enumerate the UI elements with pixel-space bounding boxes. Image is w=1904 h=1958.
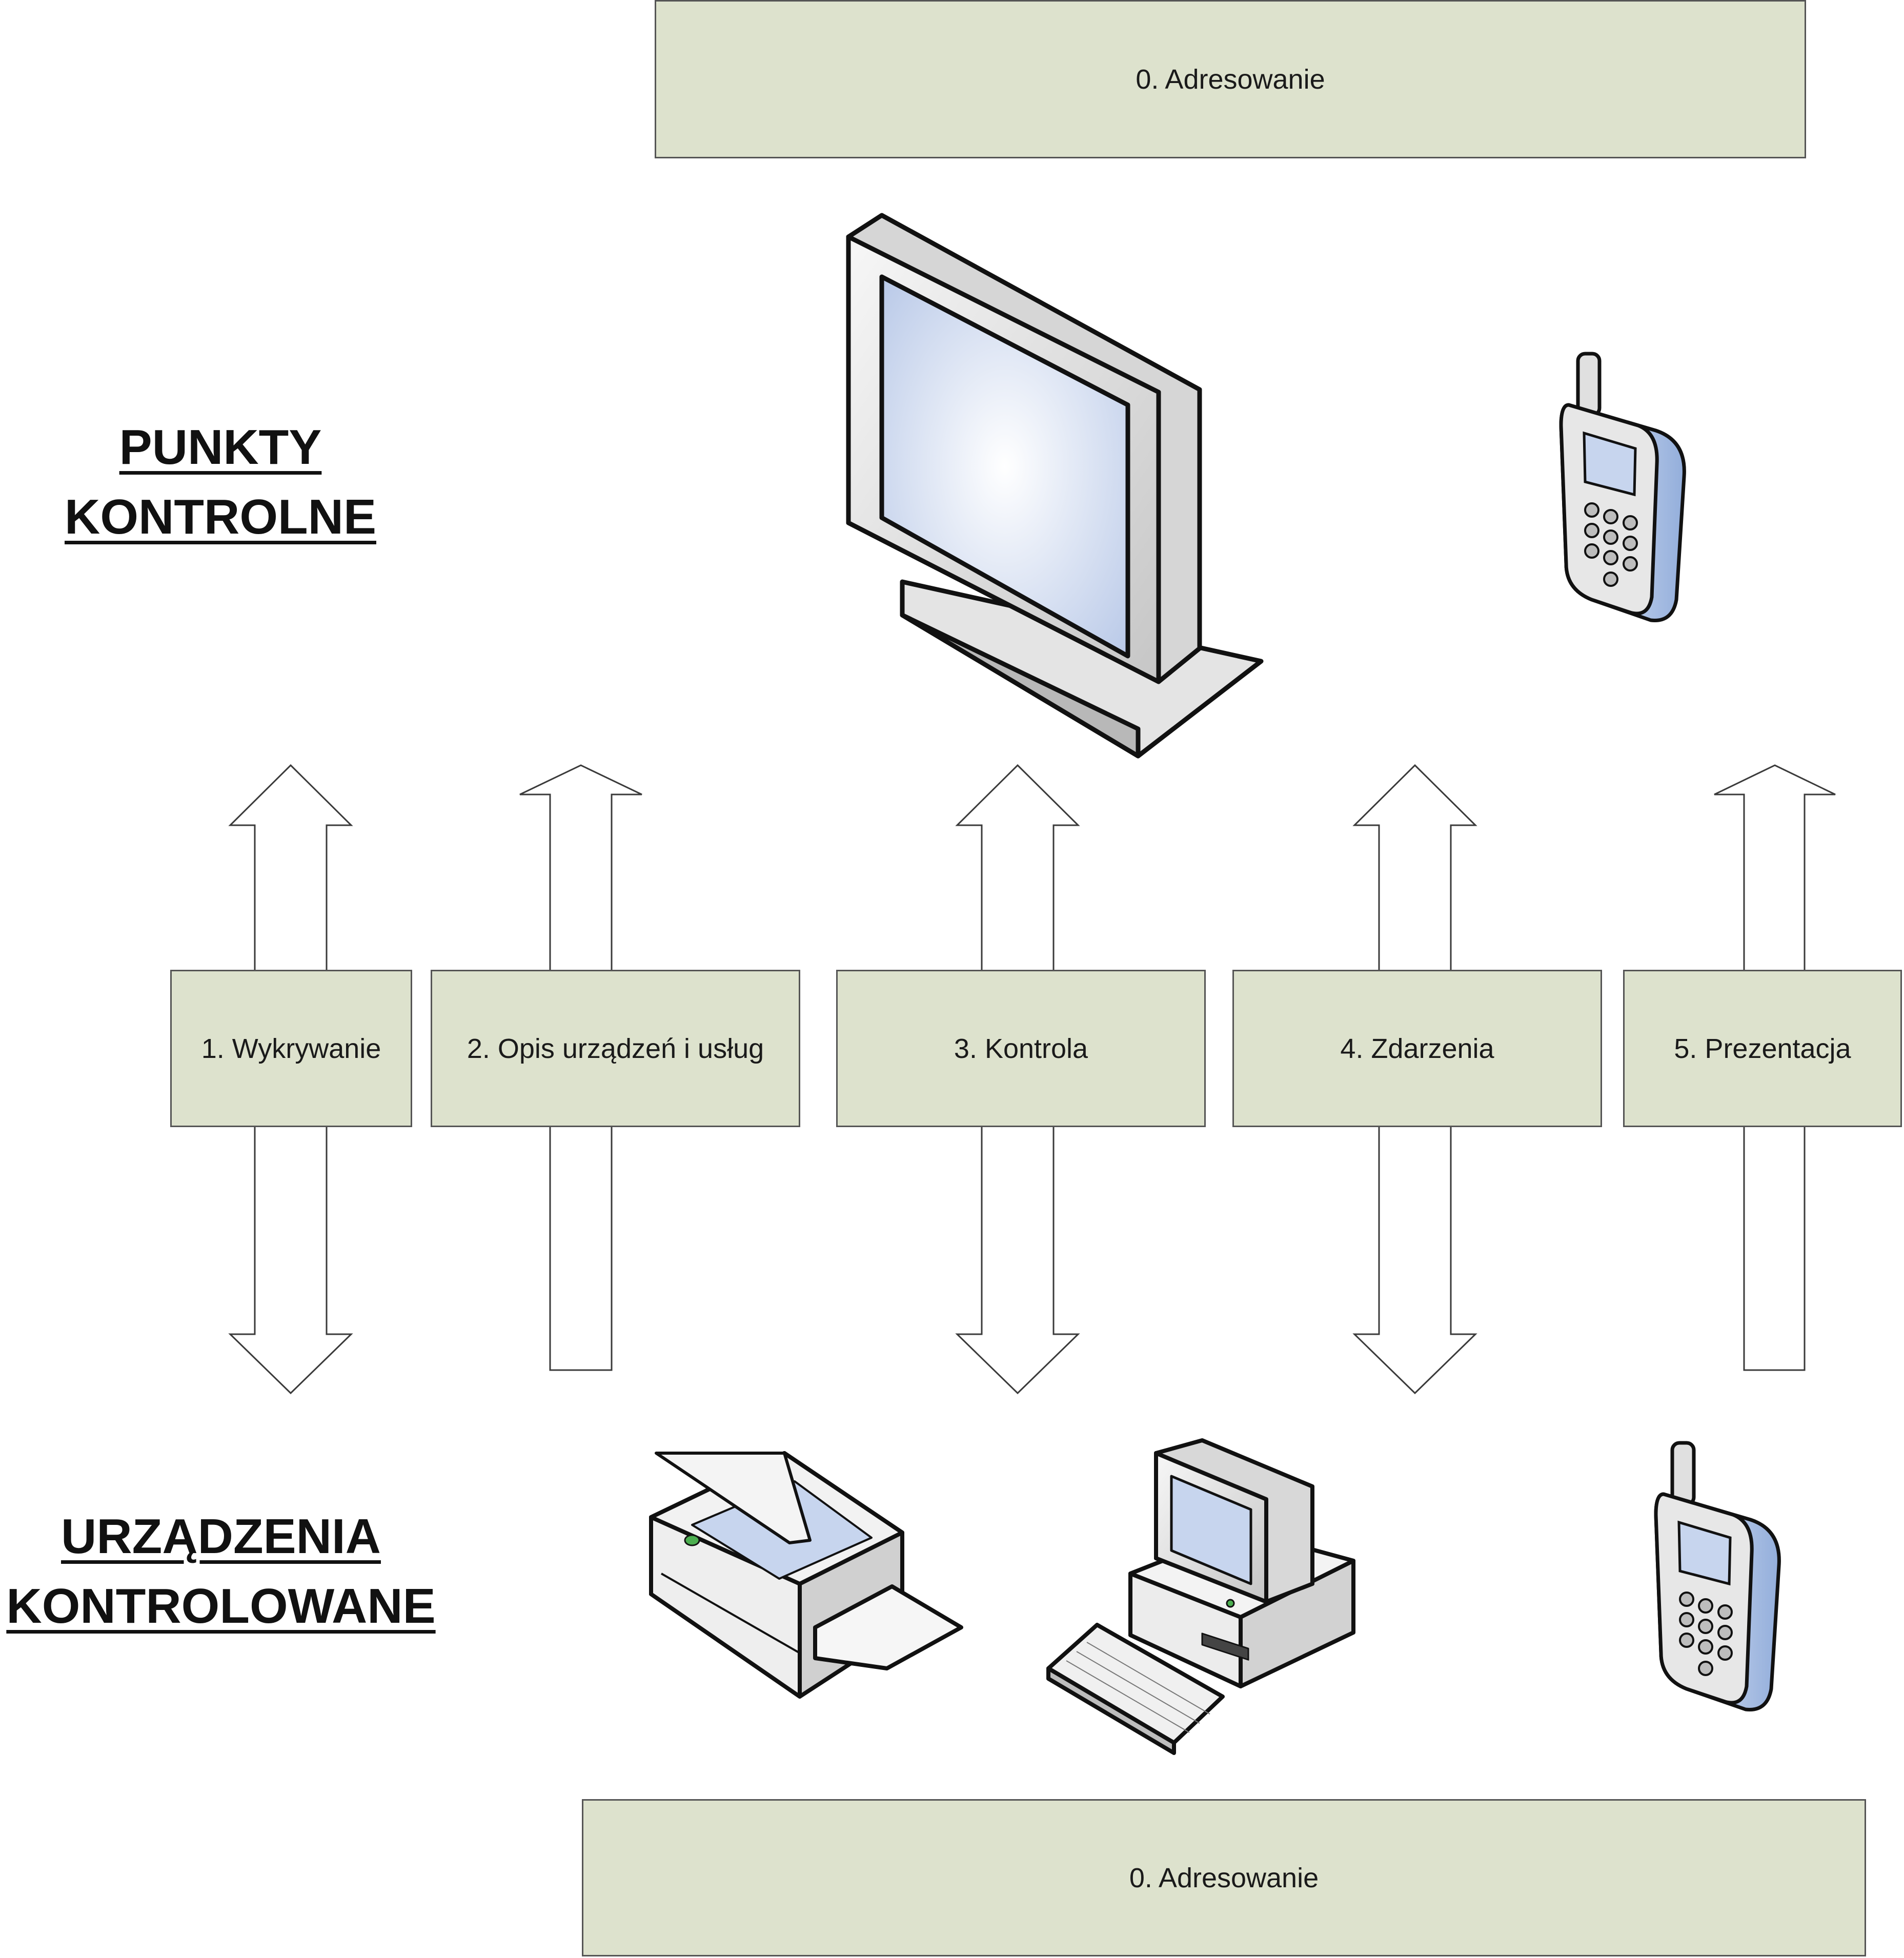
step-description-label: 2. Opis urządzeń i usług (467, 1033, 764, 1064)
step-control: 3. Kontrola (836, 970, 1206, 1127)
addressing-label-bottom: 0. Adresowanie (1129, 1862, 1319, 1893)
step-presentation-label: 5. Prezentacja (1674, 1033, 1851, 1064)
mobile-phone-icon (1654, 1441, 1781, 1711)
step-events-label: 4. Zdarzenia (1340, 1033, 1494, 1064)
heading-control-points-line2: KONTROLNE (65, 489, 376, 544)
heading-control-points: PUNKTY KONTROLNE (41, 413, 400, 552)
heading-controlled-devices-line1: URZĄDZENIA (61, 1509, 381, 1564)
step-control-label: 3. Kontrola (954, 1033, 1088, 1064)
monitor-icon (846, 213, 1264, 759)
step-discovery-label: 1. Wykrywanie (201, 1033, 381, 1064)
step-presentation: 5. Prezentacja (1623, 970, 1902, 1127)
step-events: 4. Zdarzenia (1232, 970, 1602, 1127)
addressing-layer-bottom: 0. Adresowanie (582, 1799, 1866, 1956)
heading-controlled-devices: URZĄDZENIA KONTROLOWANE (0, 1502, 442, 1641)
desktop-computer-icon (1046, 1438, 1355, 1755)
mobile-phone-icon (1559, 352, 1686, 622)
step-discovery: 1. Wykrywanie (170, 970, 412, 1127)
addressing-layer-top: 0. Adresowanie (655, 0, 1806, 158)
scanner-printer-icon (649, 1451, 963, 1699)
step-description: 2. Opis urządzeń i usług (431, 970, 800, 1127)
addressing-label-top: 0. Adresowanie (1136, 64, 1325, 95)
heading-controlled-devices-line2: KONTROLOWANE (6, 1579, 436, 1634)
heading-control-points-line1: PUNKTY (119, 420, 322, 475)
